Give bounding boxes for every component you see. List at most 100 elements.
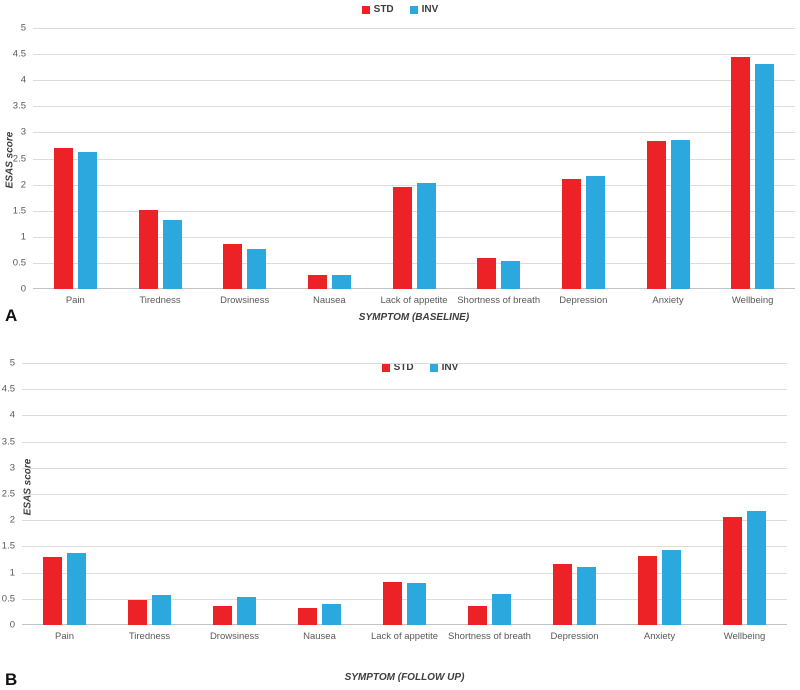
bar-inv-shortness-of-breath [492, 593, 511, 625]
gridline [22, 467, 787, 469]
legend-label: INV [441, 362, 459, 373]
y-tick-label: 4 [20, 74, 26, 86]
y-tick-label: 1 [20, 231, 26, 243]
bar-std-nausea [307, 274, 327, 289]
bar-std-drowsiness [223, 243, 243, 289]
y-tick-label: 0 [20, 283, 26, 295]
gridline [33, 80, 795, 82]
bar-inv-lack-of-appetite [407, 583, 426, 625]
panel-label-b: B [5, 670, 18, 689]
y-tick-label: 2 [9, 514, 15, 526]
bar-std-depression [553, 564, 572, 625]
bar-inv-tiredness [162, 219, 182, 289]
legend-baseline: STD INV [0, 4, 800, 15]
bar-std-nausea [298, 608, 317, 625]
gridline [33, 28, 795, 29]
legend-label: STD [373, 4, 394, 15]
category-label: Anxiety [643, 631, 676, 642]
category-label: Pain [65, 295, 85, 306]
legend-item-inv: INV [409, 4, 439, 15]
category-label: Shortness of breath [457, 295, 541, 306]
bar-inv-shortness-of-breath [501, 260, 521, 289]
y-tick-label: 2 [20, 178, 26, 190]
category-label: Tiredness [139, 295, 181, 306]
y-tick-label: 5 [20, 22, 26, 34]
legend-item-inv: INV [429, 362, 459, 373]
gridline [33, 236, 795, 238]
category-label: Lack of appetite [380, 295, 448, 306]
y-tick-label: 0.5 [12, 257, 26, 269]
chart-baseline-panel: STD INV ESAS score 0 0.5 1 1.5 2 2.5 3 3.5 4 4.5 5 P… [0, 0, 800, 332]
gridline [33, 262, 795, 264]
legend-item-std: STD [381, 362, 414, 373]
gridline [22, 598, 787, 600]
legend-label: INV [421, 4, 439, 15]
y-tick-label: 3 [9, 462, 15, 474]
plot-area-baseline: 0 0.5 1 1.5 2 2.5 3 3.5 4 4.5 5 Pain Tiredness Drowsi… [13, 23, 795, 306]
bar-inv-nausea [322, 603, 341, 625]
bar-inv-anxiety [662, 550, 681, 625]
x-axis-title-followup: SYMPTOM (FOLLOW UP) [344, 672, 465, 683]
bar-std-tiredness [128, 599, 147, 625]
bar-inv-depression [577, 567, 596, 625]
gridline [22, 520, 787, 522]
bar-std-depression [561, 178, 581, 289]
bar-std-anxiety [638, 555, 657, 625]
y-tick-label: 3.5 [12, 100, 26, 112]
y-tick-label: 0.5 [1, 593, 15, 605]
bar-inv-pain [77, 152, 97, 289]
gridline [22, 415, 787, 417]
legend-swatch-inv [429, 363, 438, 372]
bar-std-shortness-of-breath [477, 258, 497, 289]
bar-inv-drowsiness [247, 249, 267, 289]
gridline [33, 106, 795, 108]
gridline [22, 363, 787, 364]
y-tick-label: 4.5 [12, 48, 26, 60]
bar-std-pain [53, 147, 73, 289]
y-tick-label: 2.5 [12, 152, 26, 164]
gridline [22, 441, 787, 443]
y-tick-label: 0 [9, 619, 15, 631]
gridline [22, 572, 787, 574]
category-label: Wellbeing [731, 295, 774, 306]
y-tick-label: 5 [9, 357, 15, 369]
bar-inv-depression [585, 176, 605, 289]
bar-std-anxiety [646, 141, 666, 289]
category-label: Nausea [303, 631, 336, 642]
legend-item-std: STD [361, 4, 394, 15]
bar-inv-wellbeing [747, 511, 766, 625]
legend-followup: STD INV [40, 362, 800, 373]
y-tick-label: 2.5 [1, 488, 15, 500]
category-label: Tiredness [128, 631, 171, 642]
bar-std-tiredness [138, 210, 158, 289]
bar-std-shortness-of-breath [468, 605, 487, 625]
y-tick-label: 1 [9, 566, 15, 578]
bar-std-drowsiness [213, 606, 232, 625]
category-label: Pain [54, 631, 75, 642]
bar-std-wellbeing [723, 517, 742, 625]
chart-followup-panel: STD INV ESAS score 0 0.5 1 1.5 2 2.5 3 3.5 4 4.5 5 P… [0, 332, 800, 690]
gridline [22, 494, 787, 495]
x-axis-line [22, 624, 787, 625]
category-label: Depression [550, 631, 599, 642]
y-tick-label: 1.5 [12, 204, 26, 216]
category-label: Lack of appetite [370, 631, 439, 642]
plot-area-followup: 0 0.5 1 1.5 2 2.5 3 3.5 4 4.5 5 Pain Tiredness Drowsi… [2, 358, 787, 642]
category-label: Depression [559, 295, 608, 306]
bar-inv-drowsiness [237, 597, 256, 625]
gridline [22, 546, 787, 548]
bar-inv-nausea [331, 274, 351, 289]
legend-swatch-std [361, 5, 370, 14]
y-tick-label: 4 [9, 409, 15, 421]
x-axis-title-baseline: SYMPTOM (BASELINE) [358, 312, 470, 323]
bar-inv-lack-of-appetite [416, 182, 436, 289]
category-label: Drowsiness [220, 295, 270, 306]
legend-label: STD [393, 362, 414, 373]
category-label: Shortness of breath [448, 631, 531, 642]
panel-label-a: A [5, 306, 18, 325]
bar-inv-pain [67, 552, 86, 625]
category-label: Anxiety [652, 295, 684, 306]
gridline [33, 132, 795, 134]
bar-inv-tiredness [152, 595, 171, 625]
